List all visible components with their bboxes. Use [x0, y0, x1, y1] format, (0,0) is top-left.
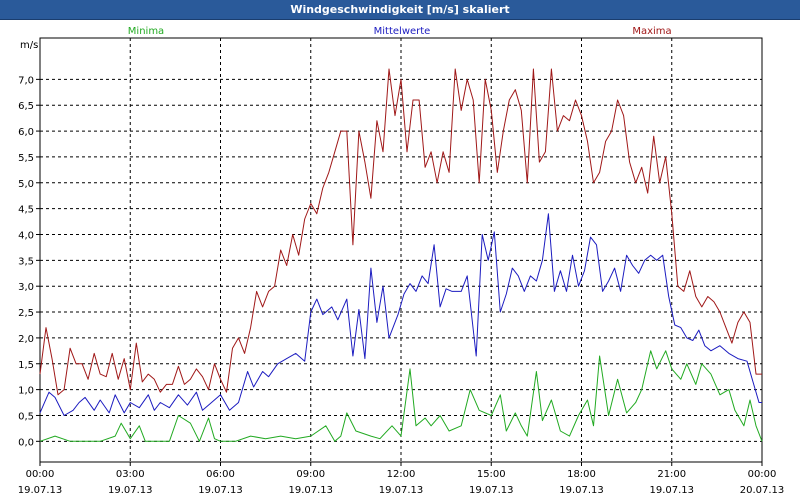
x-tick-date-label: 19.07.13 [18, 485, 63, 496]
x-tick-date-label: 19.07.13 [198, 485, 243, 496]
x-tick-time-label: 00:00 [26, 469, 55, 480]
y-axis-label: m/s [20, 40, 38, 51]
series-line-mittelwerte [39, 213, 762, 416]
x-tick-date-label: 19.07.13 [379, 485, 424, 496]
y-tick-label: 5,5 [18, 153, 34, 164]
x-tick-date-label: 19.07.13 [288, 485, 333, 496]
legend-entry-minima: Minima [128, 26, 164, 37]
y-tick-label: 3,0 [18, 282, 34, 293]
y-tick-label: 1,0 [18, 386, 34, 397]
y-tick-label: 4,5 [18, 205, 34, 216]
y-tick-label: 7,0 [18, 75, 34, 86]
x-tick-date-label: 19.07.13 [559, 485, 604, 496]
x-tick-date-label: 20.07.13 [740, 485, 785, 496]
y-tick-label: 2,0 [18, 334, 34, 345]
x-tick-date-label: 19.07.13 [469, 485, 514, 496]
x-tick-time-label: 12:00 [387, 469, 416, 480]
chart-series [39, 68, 763, 442]
x-tick-date-label: 19.07.13 [649, 485, 694, 496]
x-tick-time-label: 21:00 [657, 469, 686, 480]
y-tick-label: 6,0 [18, 127, 34, 138]
y-tick-label: 4,0 [18, 230, 34, 241]
chart: 0,0 0,5 1,0 1,5 2,0 2,5 3,0 3,5 4,0 4,5 5,0 5,5 6,0 6… [0, 20, 800, 500]
x-tick-date-label: 19.07.13 [108, 485, 153, 496]
y-tick-label: 0,0 [18, 437, 34, 448]
x-axis-ticks: 00:00 19.07.13 03:00 19.07.13 06:00 19.07.13 0… [18, 462, 785, 496]
x-tick-time-label: 09:00 [296, 469, 325, 480]
x-tick-time-label: 06:00 [206, 469, 235, 480]
legend-entry-maxima: Maxima [632, 26, 671, 37]
y-tick-label: 1,5 [18, 360, 34, 371]
x-tick-time-label: 15:00 [477, 469, 506, 480]
chart-legend: Minima Mittelwerte Maxima [128, 26, 672, 37]
series-line-minima [39, 350, 763, 442]
y-tick-label: 0,5 [18, 411, 34, 422]
y-tick-label: 2,5 [18, 308, 34, 319]
series-line-maxima [39, 68, 762, 396]
legend-entry-mittelwerte: Mittelwerte [374, 26, 431, 37]
y-tick-label: 5,0 [18, 179, 34, 190]
x-tick-time-label: 00:00 [748, 469, 777, 480]
x-tick-time-label: 03:00 [116, 469, 145, 480]
y-tick-label: 6,5 [18, 101, 34, 112]
x-tick-time-label: 18:00 [567, 469, 596, 480]
chart-title: Windgeschwindigkeit [m/s] skaliert [290, 3, 510, 16]
y-axis-ticks: 0,0 0,5 1,0 1,5 2,0 2,5 3,0 3,5 4,0 4,5 5,0 5,5 6,0 6… [18, 75, 40, 448]
chart-title-bar: Windgeschwindigkeit [m/s] skaliert [0, 0, 800, 20]
y-tick-label: 3,5 [18, 256, 34, 267]
